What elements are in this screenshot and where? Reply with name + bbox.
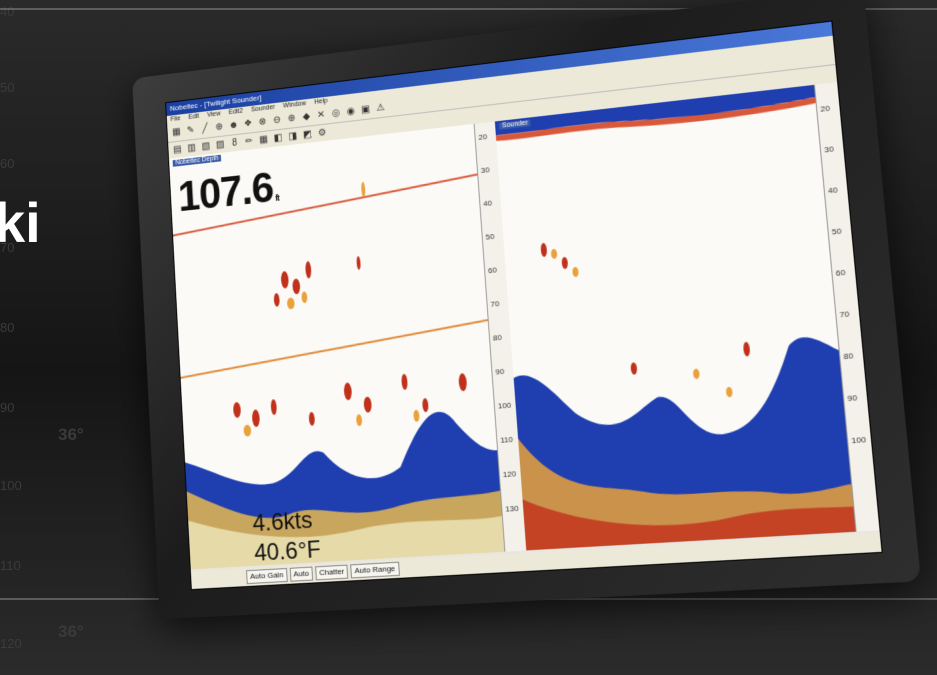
line-icon[interactable]: ╱ — [198, 122, 211, 137]
bg-depth-label: 100 — [0, 478, 22, 493]
pencil-icon[interactable]: ✏ — [242, 135, 255, 150]
scale-tick: 20 — [820, 104, 830, 114]
scale-tick: 90 — [495, 367, 504, 377]
scale-tick: 70 — [490, 299, 499, 309]
marker-icon[interactable]: ◆ — [300, 110, 314, 125]
layers-icon[interactable]: ❖ — [241, 117, 254, 132]
scale-tick: 130 — [505, 504, 519, 514]
view2-icon[interactable]: ◩ — [301, 128, 315, 143]
speed-readout: 4.6kts — [252, 507, 313, 538]
scale-tick: 100 — [851, 435, 866, 446]
chatter-button[interactable]: Chatter — [315, 565, 348, 581]
bg-depth-label: 40 — [0, 4, 14, 19]
scale-tick: 30 — [824, 144, 834, 154]
bg-depth-label: 50 — [0, 80, 14, 95]
split-icon[interactable]: ◧ — [271, 131, 285, 146]
settings-icon[interactable]: ⚙ — [315, 126, 329, 141]
bg-depth-label: 60 — [0, 156, 14, 171]
water-temp-readout: 40.6°F — [254, 536, 322, 568]
auto-gain-button[interactable]: Auto Gain — [246, 568, 287, 584]
auto-range-button[interactable]: Auto Range — [350, 562, 399, 579]
bg-depth-label: 110 — [0, 558, 21, 573]
scale-tick: 120 — [502, 469, 516, 479]
alert-icon[interactable]: ⚠ — [374, 101, 388, 116]
menu-edit2[interactable]: Edit2 — [228, 108, 243, 116]
menu-file[interactable]: File — [170, 115, 180, 123]
window-icon[interactable]: ▣ — [359, 103, 373, 118]
monitor-screen: Nobeltec - [Twilight Sounder] File Edit … — [165, 20, 883, 590]
eight-icon[interactable]: 8 — [228, 136, 241, 151]
scale-tick: 50 — [831, 226, 841, 236]
person-icon[interactable]: ☻ — [227, 119, 240, 134]
zoom-in-icon[interactable]: ⊕ — [285, 112, 299, 127]
scale-tick: 80 — [843, 351, 853, 361]
scale-tick: 100 — [498, 401, 512, 411]
scale-tick: 60 — [835, 268, 845, 278]
scale-tick: 80 — [493, 333, 502, 343]
scale-tick: 60 — [488, 265, 497, 275]
menu-edit[interactable]: Edit — [188, 113, 199, 121]
bg-depth-label: 120 — [0, 636, 22, 651]
menu-view[interactable]: View — [207, 111, 221, 119]
scale-tick: 40 — [828, 185, 838, 195]
bg-depth-label: 80 — [0, 320, 14, 335]
left-echogram[interactable]: Nobeltec Depth 107.6ft 4.6kts 40.6°F — [169, 124, 504, 570]
view-icon[interactable]: ◨ — [286, 130, 300, 145]
doc4-icon[interactable]: ▨ — [214, 138, 227, 153]
menu-help[interactable]: Help — [314, 98, 328, 106]
scale-tick: 110 — [500, 435, 513, 445]
sounder-panels: Nobeltec Depth 107.6ft 4.6kts 40.6°F 20 … — [169, 82, 882, 589]
doc3-icon[interactable]: ▧ — [199, 140, 212, 155]
scale-tick: 90 — [847, 393, 858, 403]
globe-icon[interactable]: ◉ — [344, 105, 358, 120]
scale-tick: 50 — [485, 232, 494, 242]
monitor-bezel: Nobeltec - [Twilight Sounder] File Edit … — [132, 0, 921, 619]
brand-fragment: ki — [0, 190, 41, 255]
zoom-icon[interactable]: ⊕ — [213, 120, 226, 135]
scale-tick: 70 — [839, 309, 849, 319]
chart-icon[interactable]: ▦ — [170, 125, 183, 139]
route-icon[interactable]: ✎ — [184, 124, 197, 139]
menu-sounder[interactable]: Sounder — [251, 104, 275, 113]
doc2-icon[interactable]: ▥ — [185, 141, 198, 156]
depth-value: 107.6 — [177, 164, 274, 221]
scale-tick: 30 — [481, 165, 490, 175]
target-icon[interactable]: ◎ — [329, 106, 343, 121]
auto-button[interactable]: Auto — [289, 567, 313, 582]
bg-depth-label: 90 — [0, 400, 14, 415]
menu-window[interactable]: Window — [283, 100, 306, 109]
bg-temp-label: 36° — [58, 425, 84, 445]
stop-icon[interactable]: ⊗ — [256, 115, 269, 130]
scale-tick: 40 — [483, 199, 492, 209]
zoom-out-icon[interactable]: ⊖ — [270, 113, 284, 128]
scale-tick: 20 — [478, 132, 487, 142]
cross-icon[interactable]: ✕ — [314, 108, 328, 123]
bg-temp-label: 36° — [58, 622, 84, 642]
doc-icon[interactable]: ▤ — [171, 143, 184, 157]
grid-icon[interactable]: ▦ — [257, 133, 270, 148]
depth-unit: ft — [275, 193, 279, 203]
